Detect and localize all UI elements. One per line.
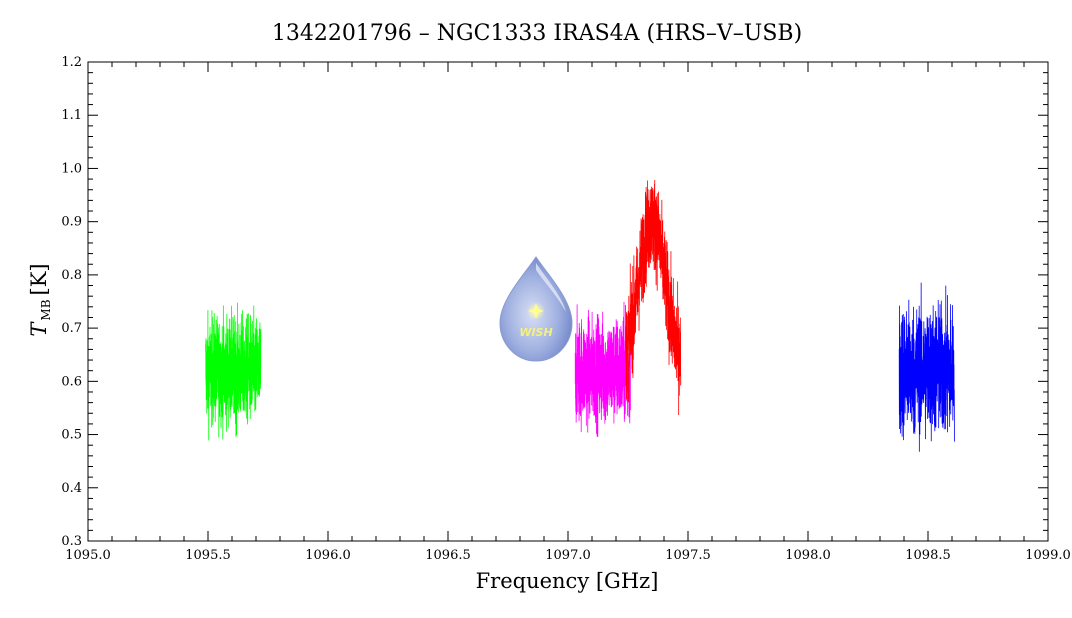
- spectrum-series-1: [574, 301, 631, 438]
- x-tick-label: 1095.5: [185, 548, 231, 563]
- y-tick-label: 1.1: [61, 108, 82, 123]
- y-tick-label: 0.9: [61, 215, 82, 230]
- series-layer: [205, 179, 955, 452]
- y-axis-label-main: T: [27, 321, 51, 337]
- y-tick-label: 0.6: [61, 374, 82, 389]
- water-drop-star-icon: WISH: [499, 256, 573, 362]
- y-tick-label: 1.0: [61, 161, 82, 176]
- y-tick-label: 0.5: [61, 428, 82, 443]
- spectrum-series-0: [205, 302, 262, 441]
- y-tick-label: 0.3: [61, 534, 82, 549]
- x-tick-label: 1097.5: [665, 548, 711, 563]
- logo-text: WISH: [519, 326, 552, 339]
- x-tick-label: 1096.0: [305, 548, 351, 563]
- x-axis-label: Frequency [GHz]: [476, 569, 659, 593]
- y-tick-label: 0.4: [61, 481, 82, 496]
- ticks-layer: 1095.0 1095.5 1096.0 1096.5 1097.0 1097.5 1098…: [61, 55, 1070, 563]
- y-axis-label-unit: [K]: [27, 263, 51, 295]
- y-tick-label: 0.7: [61, 321, 82, 336]
- y-tick-label: 1.2: [61, 55, 82, 70]
- y-axis-label: TMB [K]: [27, 263, 53, 336]
- x-tick-label: 1098.0: [785, 548, 831, 563]
- chart-title: 1342201796 – NGC1333 IRAS4A (HRS–V–USB): [272, 21, 802, 46]
- y-tick-label: 0.8: [61, 268, 82, 283]
- spectrum-series-3: [898, 282, 955, 452]
- x-tick-label: 1096.5: [425, 548, 471, 563]
- spectrum-series-2: [625, 179, 682, 416]
- x-tick-label: 1098.5: [905, 548, 951, 563]
- x-tick-label: 1099.0: [1025, 548, 1071, 563]
- x-tick-label: 1095.0: [65, 548, 111, 563]
- x-tick-label: 1097.0: [545, 548, 591, 563]
- y-axis-label-sub: MB: [39, 299, 53, 320]
- plot-frame: [87, 61, 1049, 542]
